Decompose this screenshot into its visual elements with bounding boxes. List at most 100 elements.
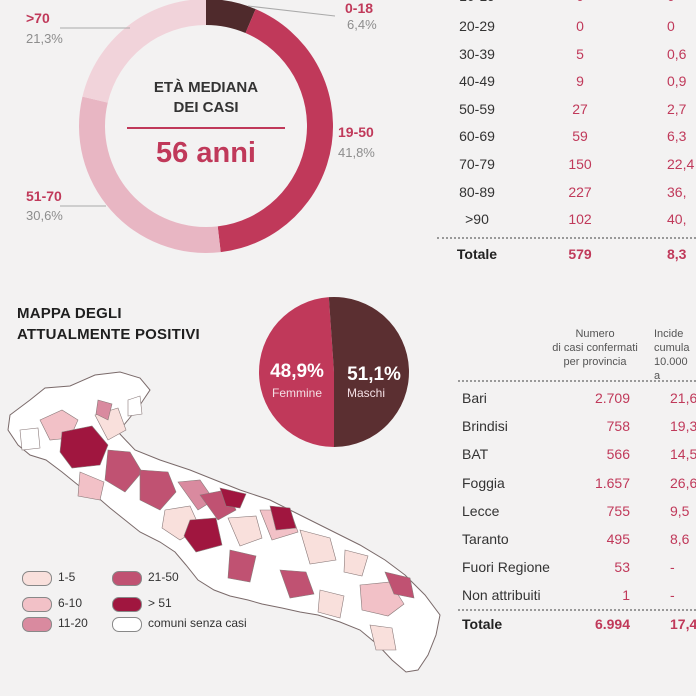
province-cases: 566: [606, 446, 630, 463]
total-other: 8,3: [667, 246, 687, 262]
legend-label: > 51: [148, 596, 172, 610]
table-row: >90 102 40,: [437, 211, 696, 238]
donut-label-19-50-range: 19-50: [338, 124, 374, 140]
age-table-divider: [437, 237, 696, 239]
province-name: BAT: [462, 446, 489, 463]
province-incidence: 8,6: [670, 531, 690, 547]
femmine-label: Femmine: [271, 386, 322, 400]
province-name: Non attribuiti: [462, 587, 541, 604]
map-title-line1: MAPPA DEGLI: [17, 305, 122, 322]
prov-col2-header-line2: cumula: [654, 342, 690, 354]
table-row: 50-59 27 2,7: [437, 101, 696, 128]
prov-col1-header: Numero di casi confermati per provincia: [544, 327, 646, 369]
table-row: 40-49 9 0,9: [437, 73, 696, 100]
prov-table-total-row: Totale 6.994 17,4: [460, 616, 696, 644]
table-row: Non attribuiti 1 -: [460, 587, 696, 615]
age-cell: >90: [465, 211, 489, 228]
table-row: Brindisi 758 19,3: [460, 418, 696, 446]
legend-label: 6-10: [58, 596, 83, 610]
cases-cell: 9: [576, 73, 584, 90]
province-cases: 495: [606, 531, 630, 547]
legend-swatch: [112, 617, 142, 632]
province-incidence: -: [670, 559, 675, 576]
table-row: 80-89 227 36,: [437, 184, 696, 211]
age-table-total-row: Totale 579 8,3: [437, 246, 696, 273]
donut-label-0-18-pct: 6,4%: [347, 17, 377, 32]
province-name: Foggia: [462, 474, 505, 491]
age-cell: 10-19: [447, 0, 507, 4]
legend-swatch: [22, 617, 52, 632]
province-cases: 2.709: [594, 390, 630, 406]
province-cases: 758: [606, 418, 630, 435]
table-row: Taranto 495 8,6: [460, 531, 696, 559]
leader-line-0-18: [247, 5, 336, 17]
legend-label: 11-20: [58, 616, 88, 630]
table-row: 20-29 0 0: [437, 18, 696, 45]
province-cases: 1: [622, 587, 630, 604]
sex-slice-femmine: [259, 297, 334, 447]
province-cases: 1.657: [594, 474, 630, 491]
other-cell: 0: [667, 0, 696, 4]
prov-col2-header: Incide cumula 10.000 a: [654, 327, 696, 383]
prov-col2-header-line1: Incide: [654, 328, 684, 340]
cases-cell: 102: [568, 211, 592, 228]
total-value: 6.994: [594, 616, 630, 632]
province-name: Lecce: [462, 502, 500, 519]
donut-label-0-18-range: 0-18: [345, 0, 374, 16]
age-cell: 40-49: [459, 73, 495, 90]
province-incidence: -: [670, 587, 675, 604]
province-incidence: 14,5: [670, 446, 696, 463]
age-cell: 50-59: [459, 100, 495, 117]
femmine-pct: 48,9%: [270, 361, 324, 382]
donut-slice-51-70: [79, 96, 221, 254]
maschi-label: Maschi: [346, 386, 385, 400]
cases-cell: 5: [576, 45, 584, 62]
total-label: Totale: [456, 246, 498, 262]
province-cases: 755: [606, 502, 630, 519]
other-cell: 22,4: [667, 156, 695, 172]
prov-col1-header-line3: per provincia: [563, 356, 627, 368]
legend-label: 21-50: [148, 570, 179, 584]
age-cell: 70-79: [459, 156, 495, 172]
other-cell: 36,: [667, 183, 687, 200]
donut-center-title: ETÀ MEDIANA DEI CASI: [127, 78, 285, 118]
donut-label-51-70-pct: 30,6%: [26, 208, 63, 223]
donut-slice--70: [82, 0, 206, 103]
other-cell: 0,9: [667, 73, 687, 90]
legend-label: 1-5: [58, 570, 76, 584]
table-row: Bari 2.709 21,6: [460, 390, 696, 418]
cases-cell: 27: [572, 100, 588, 117]
prov-table-header-divider: [458, 380, 696, 382]
province-name: Taranto: [462, 531, 509, 547]
prov-col1-header-line1: Numero: [575, 328, 615, 340]
legend-swatch: [112, 597, 142, 612]
legend-swatch: [22, 597, 52, 612]
donut-center-value: 56 anni: [156, 137, 256, 169]
table-row: 60-69 59 6,3: [437, 128, 696, 155]
donut-label-gt70-pct: 21,3%: [26, 31, 63, 46]
other-cell: 0,6: [667, 45, 687, 62]
sex-pie-chart: [259, 297, 410, 447]
age-cell: 60-69: [459, 128, 495, 145]
prov-col1-header-line2: di casi confermati: [552, 342, 638, 354]
prov-table-footer-divider: [458, 609, 696, 611]
province-cases: 53: [614, 559, 630, 576]
table-row: 30-39 5 0,6: [437, 46, 696, 73]
cases-cell: 0: [576, 18, 584, 34]
legend-label: comuni senza casi: [148, 616, 247, 630]
table-row: BAT 566 14,5: [460, 446, 696, 474]
donut-title-line1: ETÀ MEDIANA: [153, 79, 259, 96]
age-cell: 20-29: [459, 18, 495, 34]
age-cell: 30-39: [459, 45, 495, 62]
cases-cell: 150: [568, 156, 592, 172]
province-name: Bari: [462, 390, 487, 406]
other-cell: 0: [667, 18, 675, 34]
cases-cell: 227: [568, 183, 592, 200]
donut-label-19-50-pct: 41,8%: [338, 145, 375, 160]
other-cell: 40,: [667, 211, 687, 228]
cases-cell: 59: [572, 128, 588, 145]
total-label: Totale: [462, 616, 503, 632]
legend-swatch: [22, 571, 52, 586]
province-incidence: 21,6: [670, 390, 696, 406]
table-row: Foggia 1.657 26,6: [460, 475, 696, 503]
